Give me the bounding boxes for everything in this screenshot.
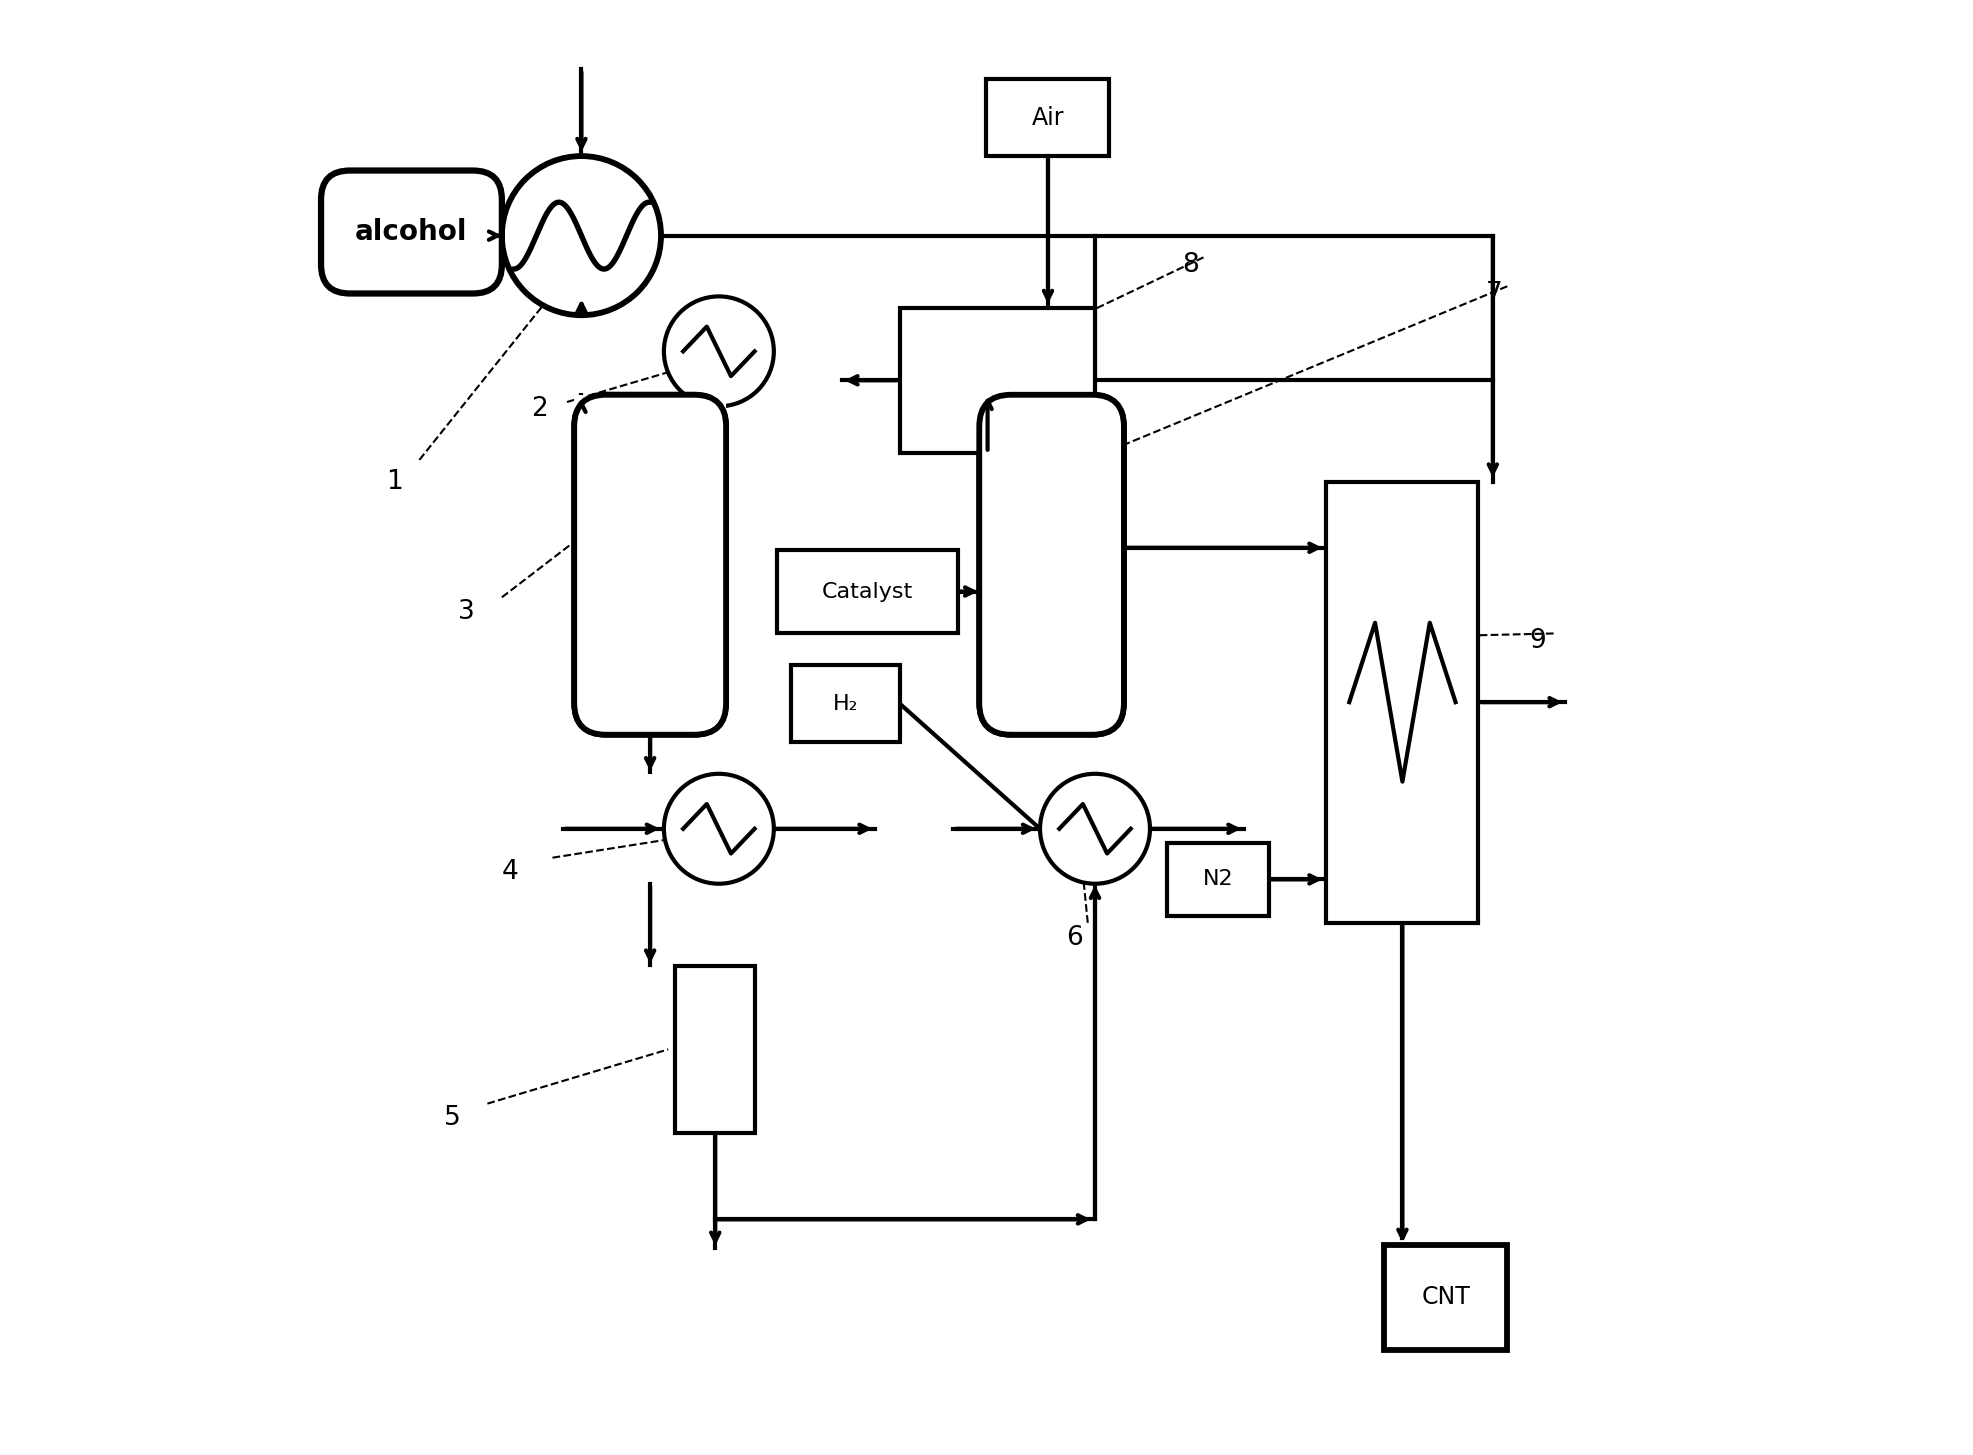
FancyBboxPatch shape [979, 394, 1125, 735]
Text: 8: 8 [1182, 252, 1198, 278]
FancyBboxPatch shape [574, 394, 726, 735]
Text: 2: 2 [531, 396, 548, 422]
Text: 5: 5 [444, 1106, 462, 1132]
Bar [900, 308, 1095, 453]
Text: alcohol: alcohol [355, 218, 468, 246]
Bar [979, 394, 1125, 463]
Text: 3: 3 [458, 599, 475, 626]
Bar [675, 966, 756, 1132]
Circle shape [1040, 774, 1150, 883]
Text: 1: 1 [387, 469, 402, 495]
Bar [986, 80, 1109, 156]
FancyBboxPatch shape [979, 394, 1125, 735]
Bar [574, 394, 726, 463]
Text: 7: 7 [1486, 281, 1501, 307]
Text: CNT: CNT [1421, 1285, 1470, 1310]
Bar [574, 476, 726, 720]
FancyBboxPatch shape [322, 170, 501, 294]
Text: 4: 4 [501, 860, 519, 886]
Bar [979, 476, 1125, 720]
Text: H₂: H₂ [833, 694, 858, 713]
Circle shape [501, 156, 661, 316]
Bar [777, 550, 957, 633]
Circle shape [663, 774, 773, 883]
Text: N2: N2 [1204, 870, 1233, 889]
Text: Catalyst: Catalyst [821, 582, 913, 601]
Text: 6: 6 [1065, 924, 1083, 950]
Bar [791, 665, 900, 742]
Circle shape [663, 297, 773, 406]
Text: Air: Air [1032, 106, 1063, 129]
Bar [1385, 1245, 1507, 1350]
Text: 9: 9 [1529, 629, 1545, 653]
Bar [1326, 482, 1478, 922]
Bar [1168, 844, 1269, 915]
FancyBboxPatch shape [574, 394, 726, 735]
